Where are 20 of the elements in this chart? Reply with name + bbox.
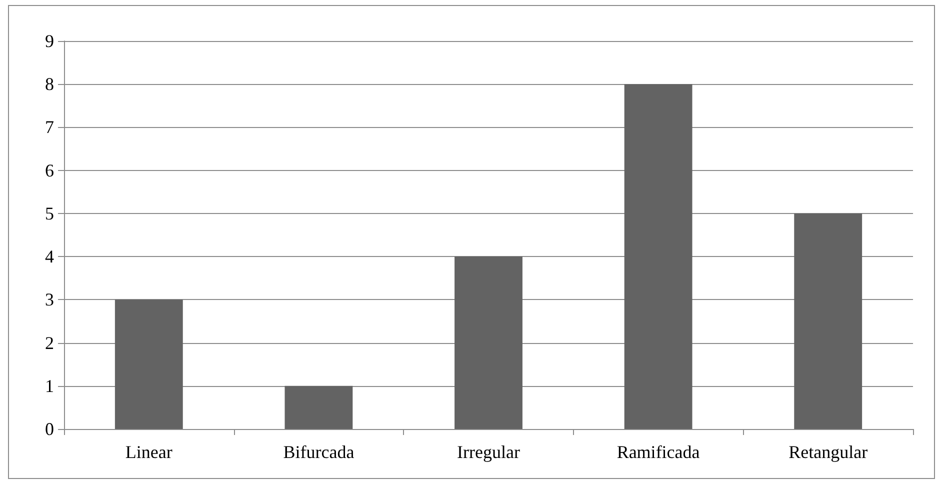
y-tick-label: 9 <box>45 31 54 51</box>
y-tick-label: 0 <box>45 419 54 439</box>
x-tick-label: Ramificada <box>616 442 700 462</box>
y-tick-label: 4 <box>45 246 54 267</box>
bar <box>114 300 183 429</box>
y-tick-label: 1 <box>45 376 54 396</box>
y-tick-label: 6 <box>45 160 54 180</box>
y-tick-label: 5 <box>45 203 54 224</box>
x-tick-label: Bifurcada <box>283 442 354 462</box>
bar <box>794 213 862 429</box>
y-tick-label: 2 <box>45 332 54 353</box>
x-tick-label: Retangular <box>788 442 868 462</box>
bar <box>454 256 522 429</box>
x-tick-label: Linear <box>125 442 172 462</box>
y-tick-label: 7 <box>45 117 54 138</box>
bar <box>284 386 353 429</box>
x-tick-label: Irregular <box>457 442 520 462</box>
y-tick-label: 3 <box>45 290 54 310</box>
bar <box>624 84 692 429</box>
y-tick-label: 8 <box>45 74 54 94</box>
